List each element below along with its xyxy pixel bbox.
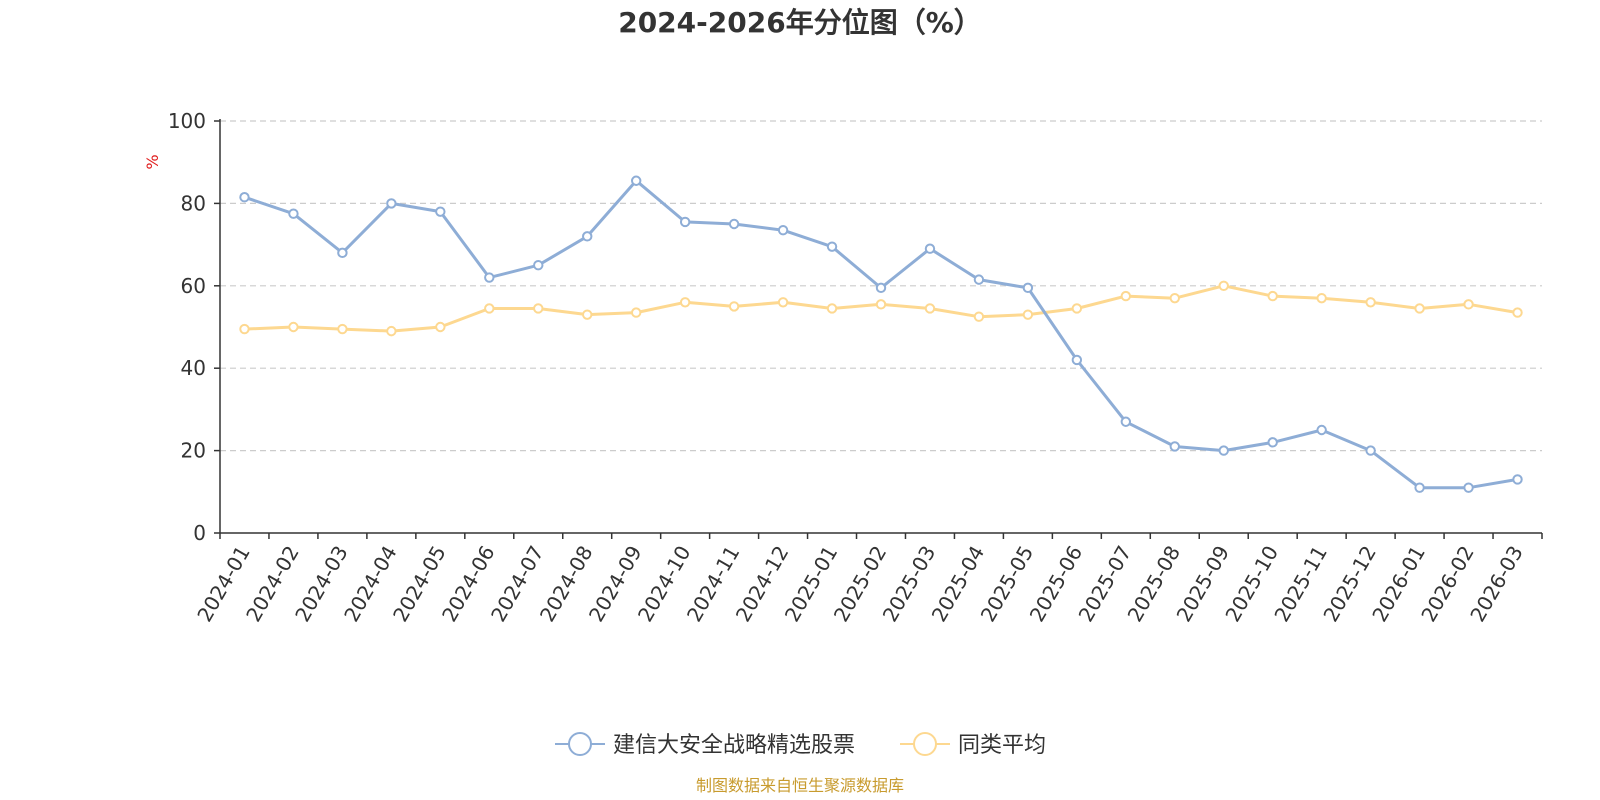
data-point[interactable] — [582, 231, 593, 242]
y-tick-label: 40 — [181, 356, 206, 380]
data-point[interactable] — [630, 307, 642, 318]
y-axis-unit-label: % — [143, 154, 162, 169]
x-axis-ticks: 2024-012024-022024-032024-042024-052024-… — [192, 533, 1543, 626]
data-point[interactable] — [826, 303, 838, 314]
y-tick-label: 60 — [181, 274, 206, 298]
data-point[interactable] — [533, 260, 544, 271]
legend-item[interactable]: 建信大安全战略精选股票 — [555, 732, 855, 758]
data-point[interactable] — [924, 243, 936, 254]
y-tick-label: 0 — [193, 521, 206, 545]
data-point[interactable] — [239, 323, 250, 335]
data-point[interactable] — [728, 218, 740, 230]
legend-label: 建信大安全战略精选股票 — [613, 733, 855, 758]
data-point[interactable] — [484, 272, 495, 283]
data-point[interactable] — [1463, 299, 1474, 310]
data-point[interactable] — [630, 175, 642, 186]
data-point[interactable] — [1218, 445, 1229, 456]
data-point[interactable] — [1365, 445, 1376, 456]
data-point[interactable] — [1169, 441, 1180, 452]
data-point[interactable] — [1316, 424, 1327, 436]
series-line — [244, 179, 1518, 490]
data-point[interactable] — [1071, 303, 1083, 314]
data-point[interactable] — [728, 301, 740, 312]
data-point[interactable] — [1267, 437, 1278, 448]
data-point[interactable] — [1316, 292, 1327, 304]
y-tick-label: 20 — [181, 439, 206, 463]
data-point[interactable] — [826, 241, 838, 252]
data-point[interactable] — [1365, 297, 1376, 308]
data-point[interactable] — [484, 303, 495, 314]
legend-circle-icon — [913, 732, 937, 756]
data-point[interactable] — [1218, 280, 1229, 291]
data-point[interactable] — [679, 297, 691, 308]
y-tick-label: 80 — [181, 191, 206, 215]
legend[interactable]: 建信大安全战略精选股票 同类平均 — [555, 732, 1046, 758]
series — [239, 175, 1523, 493]
data-point[interactable] — [337, 323, 348, 335]
data-point[interactable] — [288, 321, 299, 333]
series-group — [239, 175, 1523, 493]
data-point[interactable] — [1463, 482, 1474, 493]
data-point[interactable] — [1022, 309, 1034, 320]
data-point[interactable] — [533, 303, 544, 314]
data-point[interactable] — [973, 274, 985, 285]
data-point[interactable] — [875, 282, 887, 294]
y-tick-label: 100 — [168, 109, 206, 133]
data-point[interactable] — [1512, 474, 1523, 485]
data-point[interactable] — [386, 198, 397, 209]
y-axis-ticks: 0 20 40 60 80 100 — [168, 109, 220, 545]
data-point[interactable] — [288, 208, 299, 219]
data-point[interactable] — [239, 192, 250, 203]
legend-label: 同类平均 — [958, 733, 1046, 758]
data-point[interactable] — [777, 224, 789, 236]
data-point[interactable] — [1071, 354, 1083, 366]
data-point[interactable] — [337, 247, 348, 259]
data-source-note: 制图数据来自恒生聚源数据库 — [696, 776, 904, 795]
data-point[interactable] — [386, 325, 397, 337]
data-point[interactable] — [582, 309, 593, 320]
data-point[interactable] — [1120, 290, 1132, 302]
data-point[interactable] — [875, 299, 887, 310]
data-point[interactable] — [777, 297, 789, 308]
data-point[interactable] — [679, 216, 691, 228]
data-point[interactable] — [1414, 303, 1425, 314]
data-point[interactable] — [1512, 307, 1523, 318]
data-point[interactable] — [1267, 290, 1278, 302]
data-point[interactable] — [924, 303, 936, 314]
data-point[interactable] — [973, 311, 985, 322]
legend-circle-icon — [568, 732, 592, 756]
data-point[interactable] — [1022, 282, 1034, 294]
data-point[interactable] — [435, 321, 446, 333]
data-point[interactable] — [435, 206, 446, 217]
legend-item[interactable]: 同类平均 — [900, 732, 1046, 758]
data-point[interactable] — [1120, 416, 1132, 427]
chart-title: 2024-2026年分位图（%） — [618, 6, 982, 39]
data-point[interactable] — [1169, 292, 1180, 304]
axes — [219, 119, 1542, 534]
data-point[interactable] — [1414, 482, 1425, 493]
series-group — [239, 280, 1523, 337]
